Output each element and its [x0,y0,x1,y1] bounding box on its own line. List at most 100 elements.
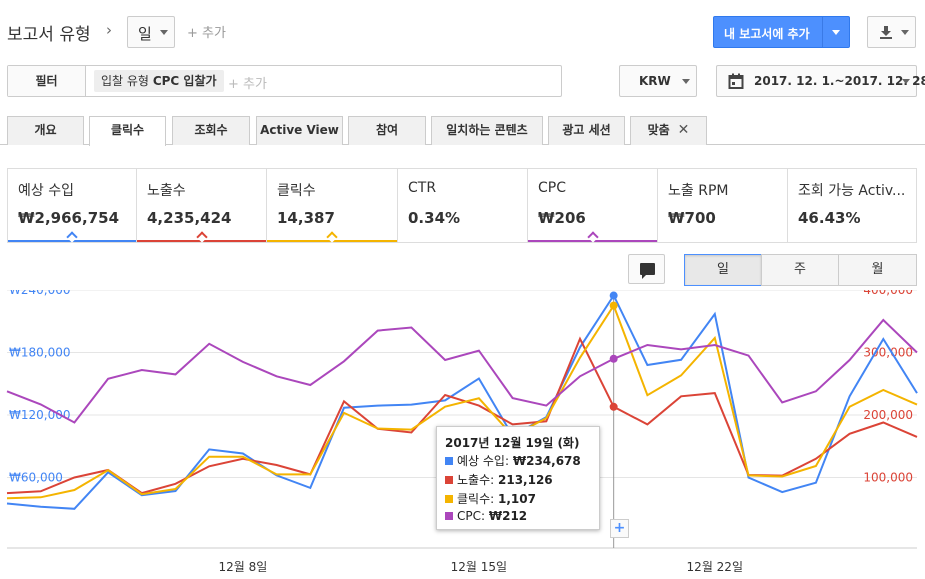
metric-value: ₩700 [668,209,716,227]
metric-name: CTR [408,180,437,196]
chevron-down-icon [682,79,690,84]
tooltip-row-earnings: 예상 수입: ₩234,678 [445,452,581,469]
tab-custom[interactable]: 맞춤 ✕ [630,116,707,145]
granularity-value: 일 [138,25,152,43]
filter-chip-value: CPC 입찰가 [152,74,217,88]
hover-point-노출수 [609,402,618,411]
tab-active-view[interactable]: Active View [256,116,343,145]
close-icon[interactable]: ✕ [677,122,690,138]
tooltip-title: 2017년 12월 19일 (화) [445,436,580,450]
x-axis-tick-label: 12월 8일 [219,560,268,574]
add-to-my-reports-label: 내 보고서에 추가 [724,27,810,41]
tab-engagement[interactable]: 참여 [348,116,426,145]
y-axis-right-tick-label: 400,000 [863,290,913,297]
tab-overview[interactable]: 개요 [7,116,84,145]
granularity-dropdown[interactable]: 일 [127,16,175,48]
currency-value: KRW [639,74,671,88]
metric-card-impressions[interactable]: 노출수 4,235,424 [137,169,267,243]
date-range-value: 2017. 12. 1.~2017. 12. 28. [754,74,925,88]
download-button[interactable] [867,16,916,48]
filter-button[interactable]: 필터 [8,66,86,96]
metric-card-estimated-earnings[interactable]: 예상 수입 ₩2,966,754 [8,169,137,243]
filter-chip[interactable]: 입찰 유형 CPC 입찰가 [94,70,224,92]
metric-card-ctr[interactable]: CTR 0.34% [398,169,528,242]
tooltip-value: 213,126 [498,473,553,487]
metric-name: 노출 RPM [668,183,729,199]
metric-value: 14,387 [277,209,335,227]
legend-swatch [445,512,453,520]
breadcrumb-chevron-icon: › [106,21,112,39]
add-to-my-reports-button[interactable]: 내 보고서에 추가 [713,16,850,48]
add-dimension-link[interactable]: + 추가 [187,26,226,41]
metric-name: 예상 수입 [18,183,74,199]
tooltip-row-clicks: 클릭수: 1,107 [445,490,536,507]
line-chart[interactable]: ₩60,000₩120,000₩180,000₩240,000100,00020… [0,290,925,579]
comment-icon [640,263,655,279]
calendar-icon [728,73,744,89]
y-axis-right-tick-label: 200,000 [863,408,913,422]
tooltip-label: 노출수: [457,473,495,487]
metric-value: 4,235,424 [147,209,232,227]
x-axis-tick-label: 12월 15일 [451,560,507,574]
metric-value: 0.34% [408,209,461,227]
filter-chip-prefix: 입찰 유형 [101,74,149,88]
tab-ad-sessions[interactable]: 광고 세션 [548,116,625,145]
view-toggle-day[interactable]: 일 [684,254,762,286]
hover-point-클릭수 [609,301,618,310]
download-icon [880,26,892,39]
tooltip-label: CPC: [457,509,486,523]
chevron-down-icon [902,79,910,84]
series-line-클릭수 [6,303,918,500]
tab-clicks[interactable]: 클릭수 [89,116,166,146]
filter-bar: 필터 입찰 유형 CPC 입찰가 + 추가 [7,65,562,97]
metric-name: 노출수 [147,183,186,199]
tab-matched-content[interactable]: 일치하는 콘텐츠 [431,116,543,145]
metric-card-active-view[interactable]: 조회 가능 Activ... 46.43% [788,169,916,242]
page-title: 보고서 유형 [7,25,91,45]
metric-name: 조회 가능 Activ... [798,183,906,199]
y-axis-left-tick-label: ₩240,000 [9,290,71,297]
legend-swatch [445,495,453,503]
y-axis-left-tick-label: ₩60,000 [9,471,63,485]
hover-point-CPC [609,354,618,363]
tooltip-row-cpc: CPC: ₩212 [445,509,527,523]
annotation-button[interactable] [628,254,665,284]
y-axis-left-tick-label: ₩180,000 [9,346,71,360]
y-axis-right-tick-label: 300,000 [863,346,913,360]
tooltip-value: 1,107 [498,492,536,506]
legend-swatch [445,457,453,465]
x-axis-tick-label: 12월 22일 [687,560,743,574]
metric-value: 46.43% [798,209,861,227]
y-axis-right-tick-label: 100,000 [863,471,913,485]
metric-cards: 예상 수입 ₩2,966,754 노출수 4,235,424 클릭수 14,38… [7,168,917,243]
chart-tooltip: 2017년 12월 19일 (화) 예상 수입: ₩234,678 노출수: 2… [436,426,600,530]
tooltip-value: ₩212 [488,509,528,523]
series-line-CPC [6,318,918,424]
tooltip-value: ₩234,678 [512,454,581,468]
date-range-picker[interactable]: 2017. 12. 1.~2017. 12. 28. [716,65,925,97]
button-divider [822,17,823,47]
tooltip-label: 예상 수입: [457,454,510,468]
tab-custom-label: 맞춤 [647,123,670,137]
metric-value: ₩2,966,754 [18,209,120,227]
chevron-down-icon [160,30,168,35]
tooltip-row-impressions: 노출수: 213,126 [445,471,553,488]
metric-card-cpc[interactable]: CPC ₩206 [528,169,658,243]
hover-point-예상 수입 [609,291,618,300]
legend-swatch [445,476,453,484]
filter-add-link[interactable]: + 추가 [228,77,267,92]
currency-dropdown[interactable]: KRW [619,65,697,97]
chevron-down-icon [901,30,909,35]
metric-value: ₩206 [538,209,586,227]
series-line-예상 수입 [6,293,918,510]
tab-views[interactable]: 조회수 [172,116,250,145]
metric-card-clicks[interactable]: 클릭수 14,387 [267,169,398,243]
view-toggle-month[interactable]: 월 [838,254,917,286]
tooltip-label: 클릭수: [457,492,495,506]
chevron-down-icon[interactable] [832,30,840,35]
metric-name: 클릭수 [277,183,316,199]
metric-name: CPC [538,180,566,196]
view-toggle-week[interactable]: 주 [761,254,839,286]
add-annotation-plus-icon[interactable]: + [610,519,629,538]
metric-card-impression-rpm[interactable]: 노출 RPM ₩700 [658,169,788,242]
